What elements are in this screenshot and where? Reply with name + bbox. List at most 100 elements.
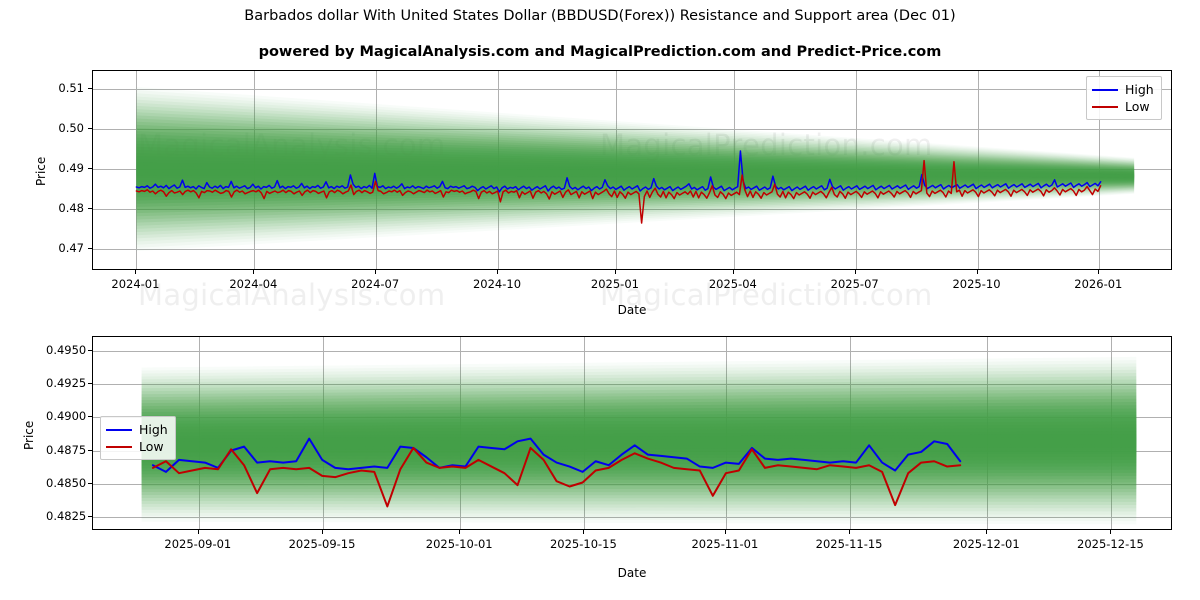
support-resistance-band [141,363,1137,518]
x-tick-mark [375,270,377,274]
y-tick-mark [88,449,92,451]
zoom-chart-axes [92,336,1172,530]
y-tick-label: 0.51 [58,81,84,95]
legend-label-low: Low [139,439,164,454]
y-tick-mark [88,128,92,129]
gridline-vertical [855,71,857,269]
gridline-vertical [1099,71,1101,269]
gridline-vertical [584,337,586,529]
x-tick-label: 2025-12-01 [952,537,1020,551]
y-tick-label: 0.4925 [46,376,87,391]
overview-legend: High Low [1086,76,1162,120]
series-line-high [135,150,1102,193]
x-tick-label: 2025-09-01 [164,537,232,551]
gridline-vertical [850,337,852,529]
gridline-vertical [323,337,325,529]
legend-entry-high: High [106,421,168,438]
x-tick-mark [614,270,616,274]
y-tick-label: 0.4825 [46,509,87,524]
y-tick-mark [88,516,92,518]
chart-subtitle: powered by MagicalAnalysis.com and Magic… [258,44,942,60]
x-tick-label: 2024-04 [229,277,278,291]
gridline-vertical [733,71,735,269]
gridline-horizontal [93,483,1171,485]
x-tick-mark [135,270,137,274]
x-tick-label: 2024-07 [351,277,400,291]
x-tick-label: 2025-11-01 [691,537,759,551]
gridline-vertical [198,337,200,529]
x-tick-mark [1098,270,1100,274]
overview-chart-axes [92,70,1172,270]
legend-entry-low: Low [1092,98,1154,115]
x-tick-label: 2025-01 [590,277,639,291]
x-tick-label: 2024-01 [111,277,160,291]
watermark: MagicalAnalysis.com [138,278,446,312]
chart-title: Barbados dollar With United States Dolla… [244,8,956,24]
gridline-horizontal [93,129,1171,130]
y-tick-label: 0.49 [58,161,84,175]
y-tick-mark [88,416,92,418]
y-tick-mark [88,383,92,385]
y-tick-mark [88,349,92,351]
x-tick-mark [459,530,461,534]
gridline-vertical [987,337,989,529]
gridline-horizontal [93,169,1171,170]
x-tick-mark [854,270,856,274]
legend-entry-high: High [1092,81,1154,98]
y-tick-label: 0.4900 [46,409,87,424]
gridline-vertical [615,71,617,269]
x-tick-label: 2025-04 [708,277,757,291]
x-tick-label: 2025-10 [952,277,1001,291]
gridline-horizontal [93,209,1171,210]
y-tick-mark [88,208,92,209]
x-tick-label: 2025-10-01 [425,537,493,551]
y-tick-mark [88,248,92,249]
gridline-vertical [376,71,378,269]
gridline-horizontal [93,384,1171,386]
y-tick-mark [88,168,92,169]
gridline-horizontal [93,249,1171,250]
y-tick-mark [88,88,92,89]
gridline-vertical [498,71,499,269]
y-tick-mark [88,482,92,484]
legend-label-low: Low [1125,99,1150,114]
x-tick-mark [732,270,734,274]
gridline-horizontal [93,350,1171,352]
legend-swatch-low [1092,105,1118,108]
x-tick-mark [1110,530,1112,534]
y-tick-label: 0.4850 [46,475,87,490]
gridline-horizontal [93,517,1171,519]
legend-label-high: High [139,422,168,437]
gridline-vertical [977,71,979,269]
gridline-horizontal [93,450,1171,452]
x-tick-mark [724,530,726,534]
y-tick-label: 0.48 [58,201,84,215]
series-line-low [151,446,962,508]
zoom-y-axis-label: Price [22,420,36,450]
series-line-low [135,159,1102,224]
legend-swatch-high [106,428,132,431]
x-tick-label: 2025-09-15 [288,537,356,551]
legend-swatch-low [106,445,132,448]
x-tick-mark [322,530,324,534]
gridline-vertical [1111,337,1113,529]
x-tick-label: 2025-07 [830,277,879,291]
gridline-vertical [460,337,462,529]
watermark: MagicalPrediction.com [600,278,933,312]
support-resistance-band [136,93,1135,245]
y-tick-label: 0.4875 [46,442,87,457]
gridline-vertical [254,71,256,269]
gridline-vertical [136,71,138,269]
x-tick-label: 2025-11-15 [815,537,883,551]
x-tick-label: 2025-12-15 [1077,537,1144,551]
y-tick-label: 0.4950 [46,342,87,357]
gridline-vertical [725,337,727,529]
zoom-legend: High Low [100,416,176,460]
overview-x-axis-label: Date [617,303,647,317]
x-tick-label: 2025-10-15 [549,537,617,551]
x-tick-mark [849,530,851,534]
x-tick-mark [976,270,978,274]
zoom-x-axis-label: Date [617,566,647,580]
y-tick-label: 0.50 [58,121,84,135]
